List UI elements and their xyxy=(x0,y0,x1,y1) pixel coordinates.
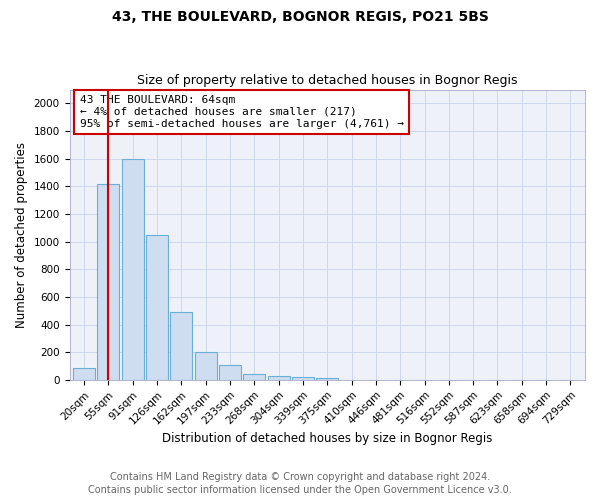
X-axis label: Distribution of detached houses by size in Bognor Regis: Distribution of detached houses by size … xyxy=(162,432,493,445)
Bar xyxy=(244,374,265,380)
Bar xyxy=(146,234,168,380)
Bar xyxy=(73,368,95,380)
Bar xyxy=(268,376,290,380)
Text: 43 THE BOULEVARD: 64sqm
← 4% of detached houses are smaller (217)
95% of semi-de: 43 THE BOULEVARD: 64sqm ← 4% of detached… xyxy=(80,96,404,128)
Bar xyxy=(97,184,119,380)
Title: Size of property relative to detached houses in Bognor Regis: Size of property relative to detached ho… xyxy=(137,74,518,87)
Bar xyxy=(316,378,338,380)
Bar xyxy=(292,378,314,380)
Text: Contains HM Land Registry data © Crown copyright and database right 2024.
Contai: Contains HM Land Registry data © Crown c… xyxy=(88,472,512,495)
Bar xyxy=(219,366,241,380)
Bar xyxy=(170,312,193,380)
Bar xyxy=(122,158,143,380)
Text: 43, THE BOULEVARD, BOGNOR REGIS, PO21 5BS: 43, THE BOULEVARD, BOGNOR REGIS, PO21 5B… xyxy=(112,10,488,24)
Y-axis label: Number of detached properties: Number of detached properties xyxy=(15,142,28,328)
Bar xyxy=(195,352,217,380)
